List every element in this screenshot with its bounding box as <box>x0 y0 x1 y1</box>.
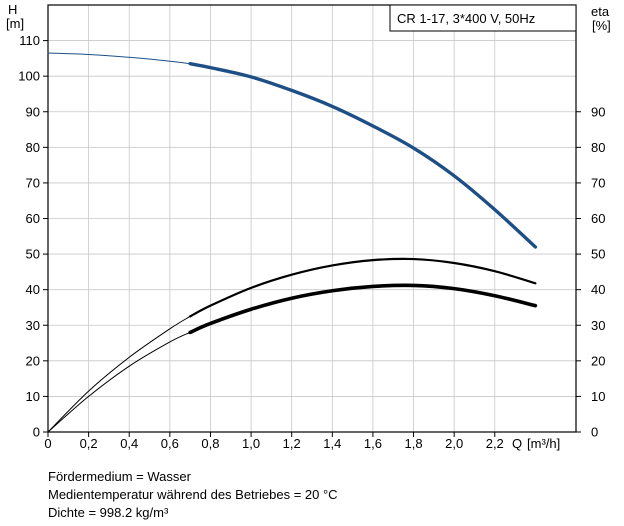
note-density: Dichte = 998.2 kg/m³ <box>48 505 169 520</box>
right-axis-tick-label: 70 <box>591 175 605 190</box>
left-axis-tick-label: 90 <box>26 104 40 119</box>
head-curve-thin <box>47 52 191 65</box>
left-axis-label: H <box>8 2 17 17</box>
left-axis-tick-label: 100 <box>18 69 40 84</box>
right-axis-label: eta <box>591 4 610 19</box>
right-axis-tick-label: 40 <box>591 282 605 297</box>
left-axis-ticks: 0 10 20 30 40 50 60 70 80 90 100 110 <box>18 33 48 440</box>
grid-lines <box>48 5 576 432</box>
left-axis-tick-label: 40 <box>26 282 40 297</box>
left-axis-tick-label: 50 <box>26 247 40 262</box>
right-axis-tick-label: 30 <box>591 318 605 333</box>
right-axis-tick-label: 60 <box>591 211 605 226</box>
x-axis-label: Q <box>512 436 522 451</box>
right-axis-tick-label: 10 <box>591 389 605 404</box>
curves <box>47 52 538 433</box>
right-axis-tick-label: 90 <box>591 104 605 119</box>
left-axis-tick-label: 110 <box>19 33 40 48</box>
note-medium: Fördermedium = Wasser <box>48 469 191 484</box>
eta_upper-curve-thin <box>47 315 191 433</box>
left-axis-tick-label: 20 <box>26 353 40 368</box>
left-axis-tick-label: 10 <box>26 389 40 404</box>
x-axis-tick-label: 1,4 <box>323 436 341 451</box>
right-axis-unit: [%] <box>592 18 611 33</box>
eta_lower-curve-thin <box>47 331 191 433</box>
x-axis-tick-label: 1,0 <box>242 436 260 451</box>
x-axis-tick-label: 2,0 <box>445 436 463 451</box>
head-curve-bold <box>188 62 538 249</box>
left-axis-tick-label: 0 <box>33 425 40 440</box>
note-temperature: Medientemperatur während des Betriebes =… <box>48 487 338 502</box>
eta_upper-curve-bold <box>189 257 537 318</box>
right-axis-tick-label: 0 <box>591 425 598 440</box>
right-axis-tick-label: 80 <box>591 140 605 155</box>
eta_lower-curve-bold <box>188 283 538 335</box>
x-axis-tick-label: 0,2 <box>80 436 98 451</box>
x-axis-tick-label: 0,4 <box>120 436 138 451</box>
x-axis-tick-label: 0,8 <box>201 436 219 451</box>
left-axis-tick-label: 30 <box>26 318 40 333</box>
x-axis-tick-label: 2,2 <box>486 436 504 451</box>
left-axis-unit: [m] <box>6 16 24 31</box>
left-axis-tick-label: 60 <box>26 211 40 226</box>
x-axis-unit: [m³/h] <box>527 436 560 451</box>
chart-notes: Fördermedium = Wasser Medientemperatur w… <box>48 468 338 522</box>
right-axis-ticks: 0 10 20 30 40 50 60 70 80 90 <box>576 104 605 440</box>
x-axis-tick-label: 0,6 <box>161 436 179 451</box>
left-axis-tick-label: 70 <box>26 175 40 190</box>
right-axis-tick-label: 50 <box>591 247 605 262</box>
x-axis-tick-label: 1,2 <box>283 436 301 451</box>
title-box <box>389 4 577 32</box>
x-axis-ticks: 0 0,2 0,4 0,6 0,8 1,0 1,2 1,4 1,6 1,8 2,0 2,2 <box>44 432 504 451</box>
pump-curve-chart: 0 10 20 30 40 50 60 70 80 90 100 110 0 10 20 30 40 50 60 7… <box>6 2 611 451</box>
right-axis-tick-label: 20 <box>591 353 605 368</box>
x-axis-tick-label: 0 <box>44 436 51 451</box>
x-axis-tick-label: 1,6 <box>364 436 382 451</box>
title-box-text: CR 1-17, 3*400 V, 50Hz <box>397 11 535 26</box>
left-axis-tick-label: 80 <box>26 140 40 155</box>
x-axis-tick-label: 1,8 <box>404 436 422 451</box>
